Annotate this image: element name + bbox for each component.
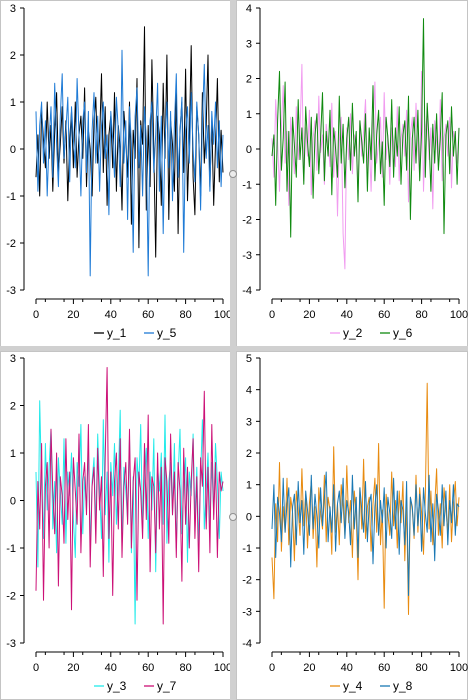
- series-line-y8: [271, 471, 460, 596]
- x-tick-label: 40: [341, 662, 353, 674]
- x-tick-label: 20: [67, 662, 79, 674]
- legend-label-y8: y_8: [393, 679, 413, 693]
- x-tick-label: 100: [214, 309, 232, 321]
- x-tick-label: 40: [341, 309, 353, 321]
- y-tick-label: -3: [242, 250, 252, 262]
- y-tick-label: -2: [6, 238, 16, 250]
- series-line-y4: [271, 382, 460, 615]
- legend-label-y3: y_3: [107, 679, 127, 693]
- x-tick-label: 80: [179, 309, 191, 321]
- y-tick-label: -1: [6, 191, 16, 203]
- y-tick-label: 3: [10, 353, 16, 365]
- series-line-y7: [35, 367, 224, 625]
- y-tick-label: -2: [242, 575, 252, 587]
- x-tick-label: 80: [415, 662, 427, 674]
- y-tick-label: -3: [6, 285, 16, 297]
- legend-label-y4: y_4: [343, 679, 363, 693]
- y-tick-label: 1: [10, 97, 16, 109]
- chart-svg: -3 -2 -1 0 1 2 3 0 20 40 60 80 100 y_3 y_7: [6, 353, 232, 693]
- y-tick-label: 2: [246, 448, 252, 460]
- y-tick-label: 0: [246, 511, 252, 523]
- x-tick-label: 60: [142, 309, 154, 321]
- y-tick-label: -2: [6, 591, 16, 603]
- chart-panel-1: -3 -2 -1 0 1 2 3 0 20 40 60 80 100 y_1 y_5: [0, 0, 232, 347]
- x-tick-label: 80: [179, 662, 191, 674]
- chart-panel-2: -4 -3 -2 -1 0 1 2 3 4 0 20 40 60 80 100 y_2 y_6: [236, 0, 468, 347]
- series-line-y6: [271, 18, 460, 238]
- chart-svg: -4 -3 -2 -1 0 1 2 3 4 5 0 20 40 60 80 100 y_4 y_8: [242, 353, 468, 693]
- x-tick-label: 100: [450, 309, 468, 321]
- x-tick-label: 100: [214, 662, 232, 674]
- y-tick-label: -4: [242, 285, 252, 297]
- y-tick-label: 0: [246, 144, 252, 156]
- splitter-grip-icon[interactable]: [229, 170, 237, 178]
- x-tick-label: 60: [378, 662, 390, 674]
- x-tick-label: 80: [415, 309, 427, 321]
- x-tick-label: 0: [269, 662, 275, 674]
- y-tick-label: 1: [246, 480, 252, 492]
- legend-label-y6: y_6: [393, 326, 413, 340]
- splitter-grip-icon[interactable]: [229, 513, 237, 521]
- horizontal-splitter[interactable]: [0, 346, 468, 351]
- series-line-y5: [35, 49, 224, 277]
- y-tick-label: 1: [246, 109, 252, 121]
- y-tick-label: 1: [10, 448, 16, 460]
- y-tick-label: -1: [242, 179, 252, 191]
- x-tick-label: 60: [378, 309, 390, 321]
- y-tick-label: 2: [10, 50, 16, 62]
- x-tick-label: 20: [303, 662, 315, 674]
- legend-label-y1: y_1: [107, 326, 127, 340]
- x-tick-label: 0: [33, 309, 39, 321]
- legend-label-y5: y_5: [157, 326, 177, 340]
- y-tick-label: -3: [242, 606, 252, 618]
- x-tick-label: 0: [269, 309, 275, 321]
- series-line-y2: [271, 63, 460, 270]
- y-tick-label: 2: [10, 401, 16, 413]
- y-tick-label: -2: [242, 215, 252, 227]
- x-tick-label: 20: [303, 309, 315, 321]
- x-tick-label: 0: [33, 662, 39, 674]
- y-tick-label: 3: [246, 416, 252, 428]
- y-tick-label: 0: [10, 144, 16, 156]
- y-tick-label: 2: [246, 74, 252, 86]
- y-tick-label: 3: [10, 3, 16, 15]
- legend-label-y7: y_7: [157, 679, 177, 693]
- y-tick-label: 4: [246, 3, 252, 15]
- y-tick-label: -1: [6, 543, 16, 555]
- x-tick-label: 60: [142, 662, 154, 674]
- x-tick-label: 40: [105, 662, 117, 674]
- series-line-y1: [35, 26, 224, 258]
- x-tick-label: 100: [450, 662, 468, 674]
- y-tick-label: 4: [246, 385, 252, 397]
- chart-svg: -3 -2 -1 0 1 2 3 0 20 40 60 80 100 y_1 y_5: [6, 3, 232, 340]
- y-tick-label: 0: [10, 496, 16, 508]
- y-tick-label: 5: [246, 353, 252, 365]
- chart-panel-3: -3 -2 -1 0 1 2 3 0 20 40 60 80 100 y_3 y_7: [0, 351, 232, 700]
- x-tick-label: 40: [105, 309, 117, 321]
- y-tick-label: -3: [6, 638, 16, 650]
- y-tick-label: -1: [242, 543, 252, 555]
- legend-label-y2: y_2: [343, 326, 363, 340]
- chart-panel-4: -4 -3 -2 -1 0 1 2 3 4 5 0 20 40 60 80 100 y_4 y_8: [236, 351, 468, 700]
- x-tick-label: 20: [67, 309, 79, 321]
- y-tick-label: 3: [246, 38, 252, 50]
- y-tick-label: -4: [242, 638, 252, 650]
